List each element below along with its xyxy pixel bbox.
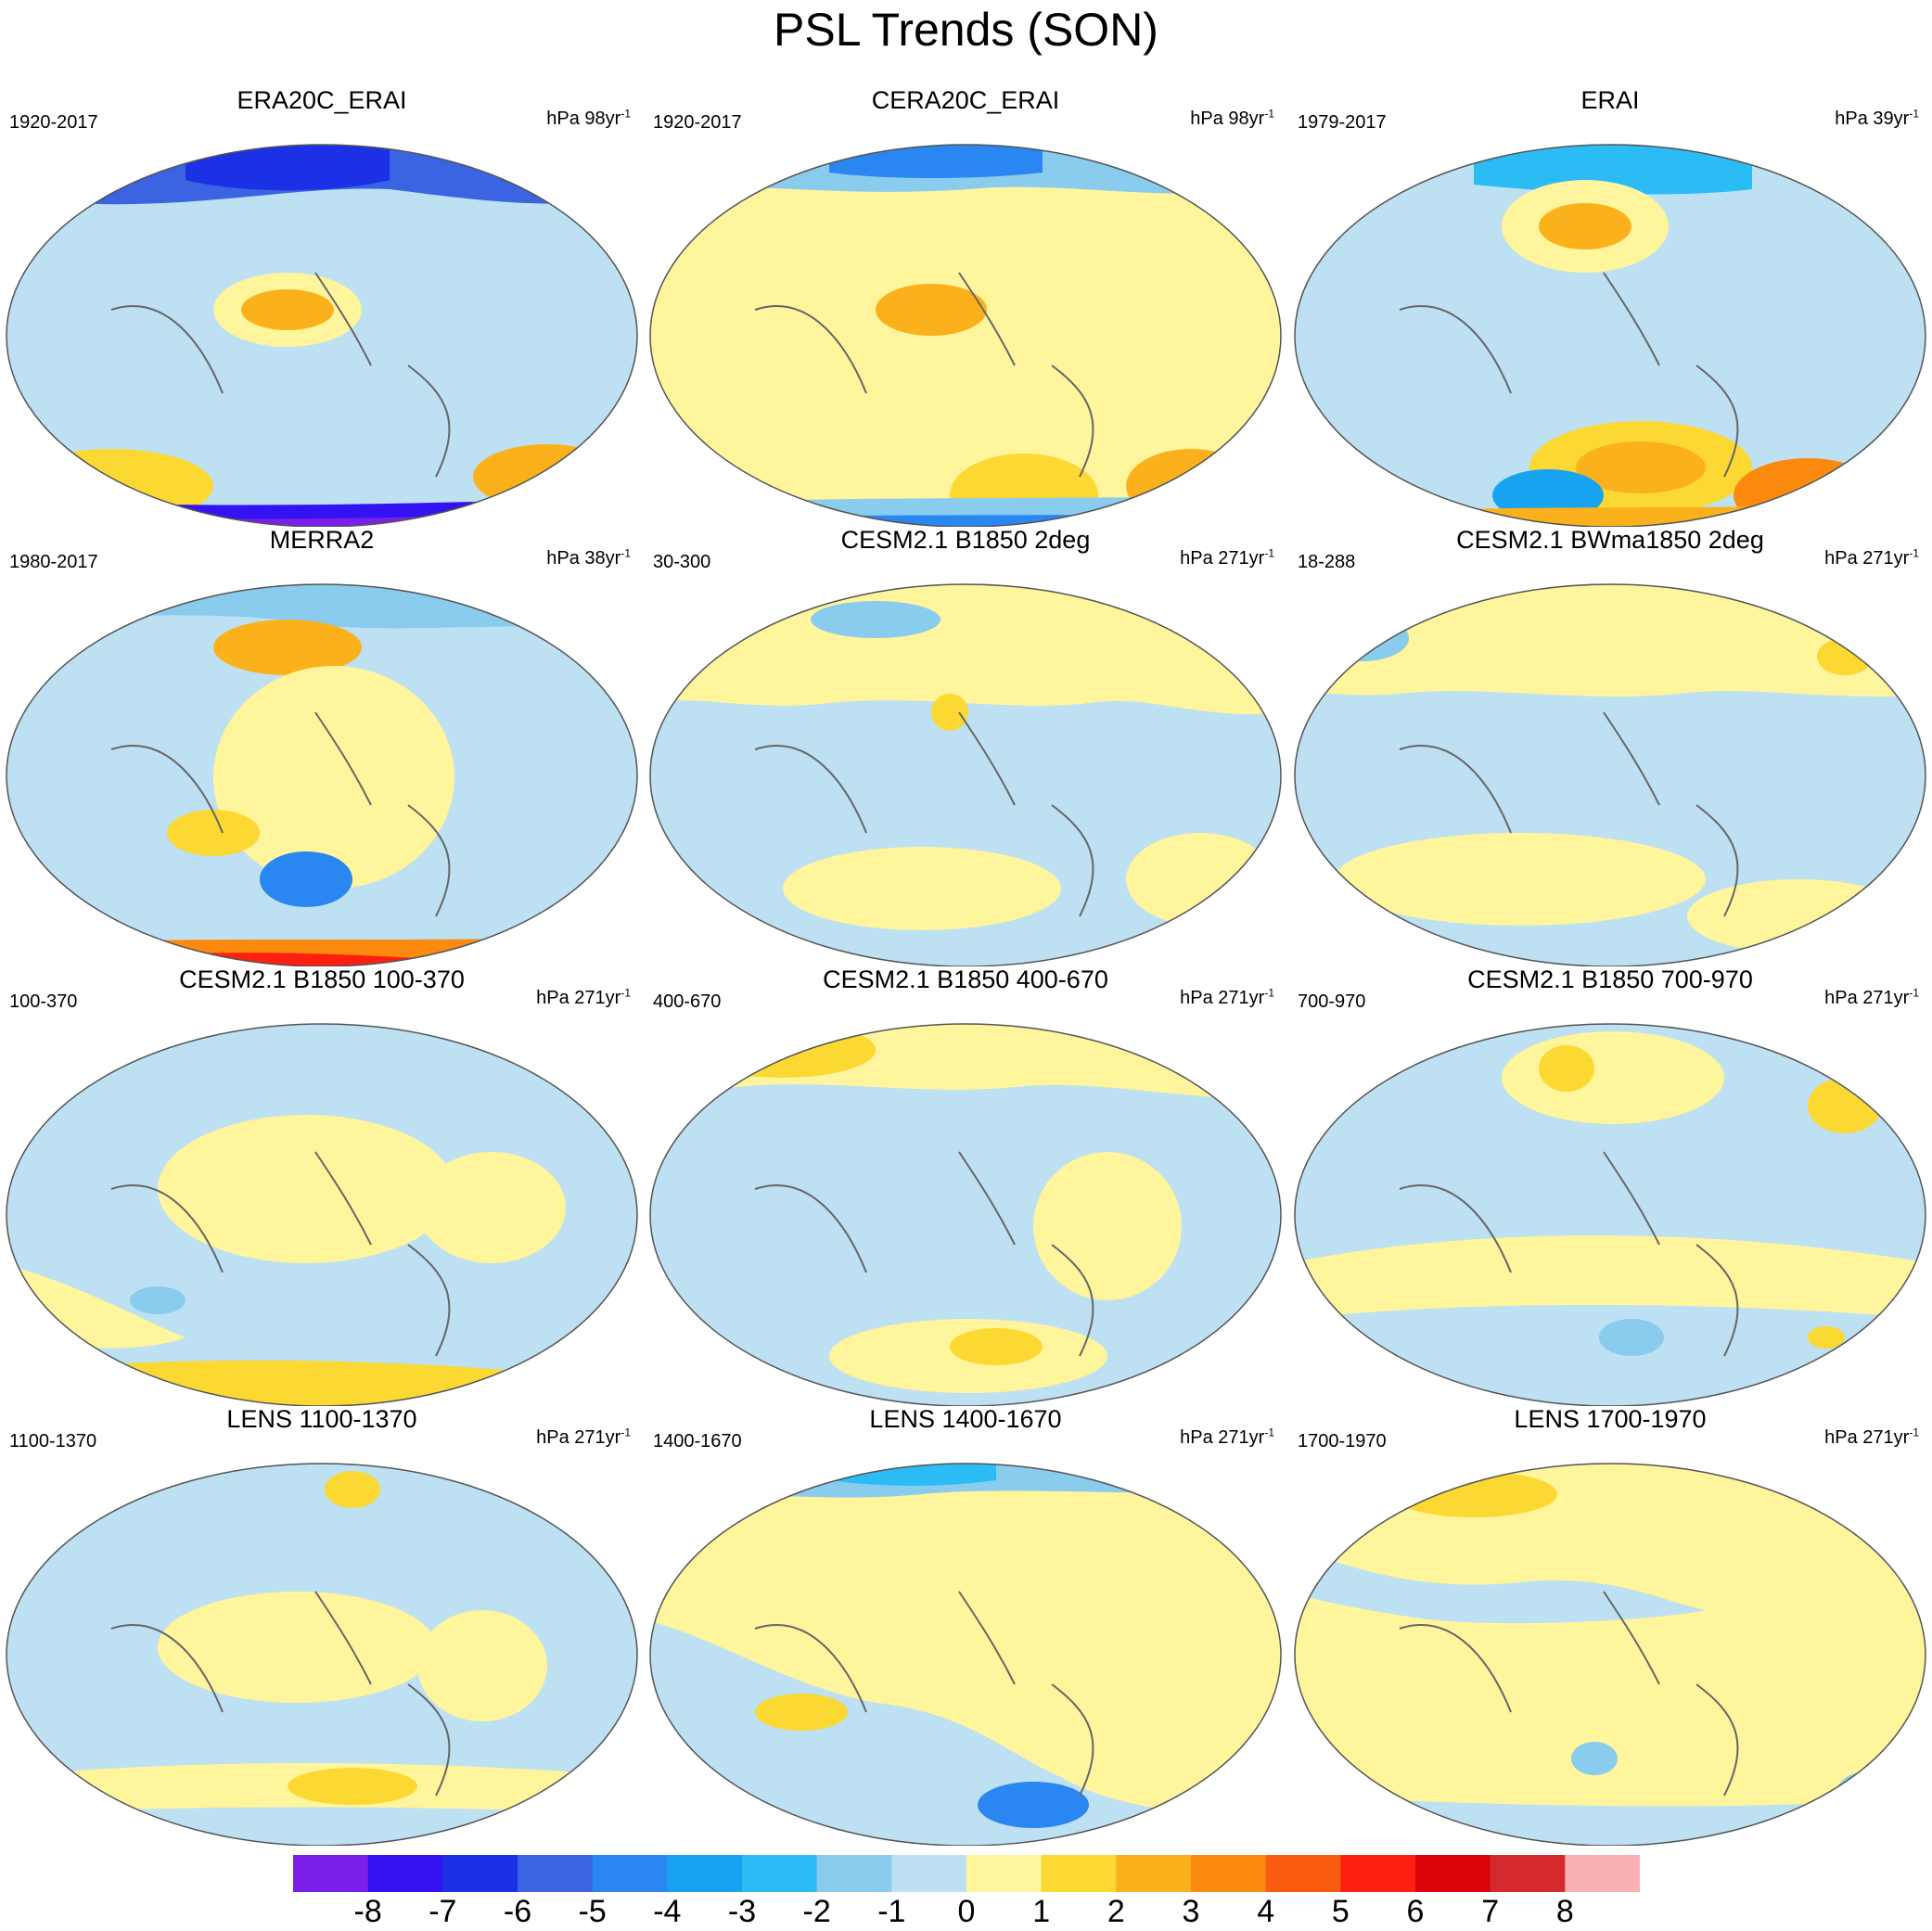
colorbar-tick-label: 0 [957, 1894, 976, 1929]
map-panel: CERA20C_ERAI 1920-2017 hPa 98yr-1 [644, 86, 1287, 527]
panel-period: 1979-2017 [1298, 112, 1387, 133]
map-panel: MERRA2 1980-2017 hPa 38yr-1 [0, 526, 644, 966]
trend-map [649, 1463, 1282, 1846]
map-panel: CESM2.1 B1850 700-970 700-970 hPa 271yr-… [1288, 966, 1932, 1406]
colorbar-swatch [592, 1855, 668, 1892]
colorbar-tick-label: 7 [1481, 1894, 1500, 1929]
colorbar-swatch [1415, 1855, 1491, 1892]
map-panel: LENS 1100-1370 1100-1370 hPa 271yr-1 [0, 1405, 644, 1846]
panel-period: 400-670 [653, 991, 722, 1012]
colorbar-tick-label: -4 [653, 1894, 682, 1929]
colorbar-tick-label: -7 [429, 1894, 457, 1929]
panel-units: hPa 271yr-1 [1180, 546, 1274, 569]
colorbar-swatch [1041, 1855, 1117, 1892]
colorbar-tick-label: 1 [1032, 1894, 1051, 1929]
colorbar-swatch [367, 1855, 443, 1892]
colorbar-swatch [1116, 1855, 1192, 1892]
map-panel: CESM2.1 B1850 2deg 30-300 hPa 271yr-1 [644, 526, 1287, 966]
colorbar-tick-label: -1 [877, 1894, 906, 1929]
panel-units: hPa 271yr-1 [1824, 1426, 1919, 1448]
colorbar-tick-label: -8 [353, 1894, 382, 1929]
panel-period: 1920-2017 [653, 112, 742, 133]
colorbar-tick-label: -5 [578, 1894, 607, 1929]
colorbar-tick-label: -6 [503, 1894, 532, 1929]
panel-title: CESM2.1 B1850 2deg [840, 526, 1091, 554]
panel-title: LENS 1400-1670 [869, 1405, 1062, 1433]
panel-units: hPa 271yr-1 [536, 986, 631, 1008]
panel-period: 1100-1370 [9, 1431, 97, 1451]
trend-map [649, 583, 1282, 966]
panel-title: CESM2.1 B1850 700-970 [1467, 966, 1753, 993]
colorbar-tick-label: 2 [1107, 1894, 1125, 1929]
trend-map [1294, 1463, 1926, 1846]
colorbar-tick-label: -3 [727, 1894, 757, 1929]
panel-period: 700-970 [1298, 991, 1366, 1012]
colorbar-swatch [1191, 1855, 1267, 1892]
panel-title: CESM2.1 B1850 400-670 [823, 966, 1108, 993]
panel-units: hPa 271yr-1 [1824, 546, 1919, 569]
map-panel: CESM2.1 B1850 400-670 400-670 hPa 271yr-… [644, 966, 1287, 1406]
colorbar-tick-label: 5 [1331, 1894, 1350, 1929]
map-panel: LENS 1400-1670 1400-1670 hPa 271yr-1 [644, 1405, 1287, 1846]
panel-period: 1400-1670 [653, 1431, 742, 1451]
trend-map [6, 583, 638, 966]
panel-title: LENS 1100-1370 [226, 1405, 417, 1433]
map-panel: ERAI 1979-2017 hPa 39yr-1 [1288, 86, 1932, 527]
panel-title: ERAI [1580, 86, 1640, 114]
colorbar-swatch [1340, 1855, 1416, 1892]
map-panel: CESM2.1 B1850 100-370 100-370 hPa 271yr-… [0, 966, 644, 1406]
panel-units: hPa 98yr-1 [546, 107, 631, 129]
colorbar-tick-label: 8 [1555, 1894, 1574, 1929]
colorbar-swatch [1490, 1855, 1566, 1892]
trend-map [6, 144, 638, 527]
colorbar-tick-label: 3 [1182, 1894, 1200, 1929]
panel-period: 100-370 [9, 991, 78, 1012]
panel-units: hPa 38yr-1 [546, 546, 631, 569]
colorbar [293, 1855, 1640, 1892]
figure-title: PSL Trends (SON) [774, 4, 1158, 56]
colorbar-swatch [1565, 1855, 1640, 1892]
panel-title: CESM2.1 BWma1850 2deg [1456, 526, 1764, 554]
panel-period: 1980-2017 [9, 552, 98, 572]
colorbar-swatch [293, 1855, 369, 1892]
colorbar-tick-label: 4 [1257, 1894, 1275, 1929]
panel-units: hPa 98yr-1 [1190, 107, 1274, 129]
panel-title: CESM2.1 B1850 100-370 [179, 966, 465, 993]
colorbar-tick-label: 6 [1406, 1894, 1425, 1929]
colorbar-swatch [667, 1855, 743, 1892]
colorbar-labels: -8 -7 -6 -5 -4 -3 -2 -1 0 1 2 3 4 5 6 7 8 [293, 1894, 1640, 1931]
trend-map [1294, 144, 1926, 527]
panel-units: hPa 271yr-1 [536, 1426, 631, 1448]
panel-period: 1700-1970 [1298, 1431, 1387, 1451]
map-panel: CESM2.1 BWma1850 2deg 18-288 hPa 271yr-1 [1288, 526, 1932, 966]
colorbar-swatch [442, 1855, 518, 1892]
panel-period: 30-300 [653, 552, 711, 572]
panel-title: MERRA2 [269, 526, 375, 554]
colorbar-swatch [816, 1855, 892, 1892]
colorbar-swatch [891, 1855, 967, 1892]
panel-title: LENS 1700-1970 [1514, 1405, 1707, 1433]
panel-period: 18-288 [1298, 552, 1356, 572]
trend-map [6, 1023, 638, 1406]
panel-period: 1920-2017 [9, 112, 98, 133]
trend-map [649, 144, 1282, 527]
panel-title: ERA20C_ERAI [237, 86, 407, 114]
colorbar-swatch [966, 1855, 1043, 1892]
colorbar-swatch [1265, 1855, 1341, 1892]
map-panel: ERA20C_ERAI 1920-2017 hPa 98yr-1 [0, 86, 644, 527]
trend-map [649, 1023, 1282, 1406]
map-panel: LENS 1700-1970 1700-1970 hPa 271yr-1 [1288, 1405, 1932, 1846]
colorbar-swatch [742, 1855, 818, 1892]
panel-units: hPa 39yr-1 [1835, 107, 1919, 129]
trend-map [1294, 1023, 1926, 1406]
colorbar-swatch [518, 1855, 594, 1892]
colorbar-tick-label: -2 [802, 1894, 831, 1929]
panel-units: hPa 271yr-1 [1180, 986, 1274, 1008]
panel-units: hPa 271yr-1 [1824, 986, 1919, 1008]
panel-title: CERA20C_ERAI [871, 86, 1060, 114]
panel-units: hPa 271yr-1 [1180, 1426, 1274, 1448]
trend-map [1294, 583, 1926, 966]
trend-map [6, 1463, 638, 1846]
